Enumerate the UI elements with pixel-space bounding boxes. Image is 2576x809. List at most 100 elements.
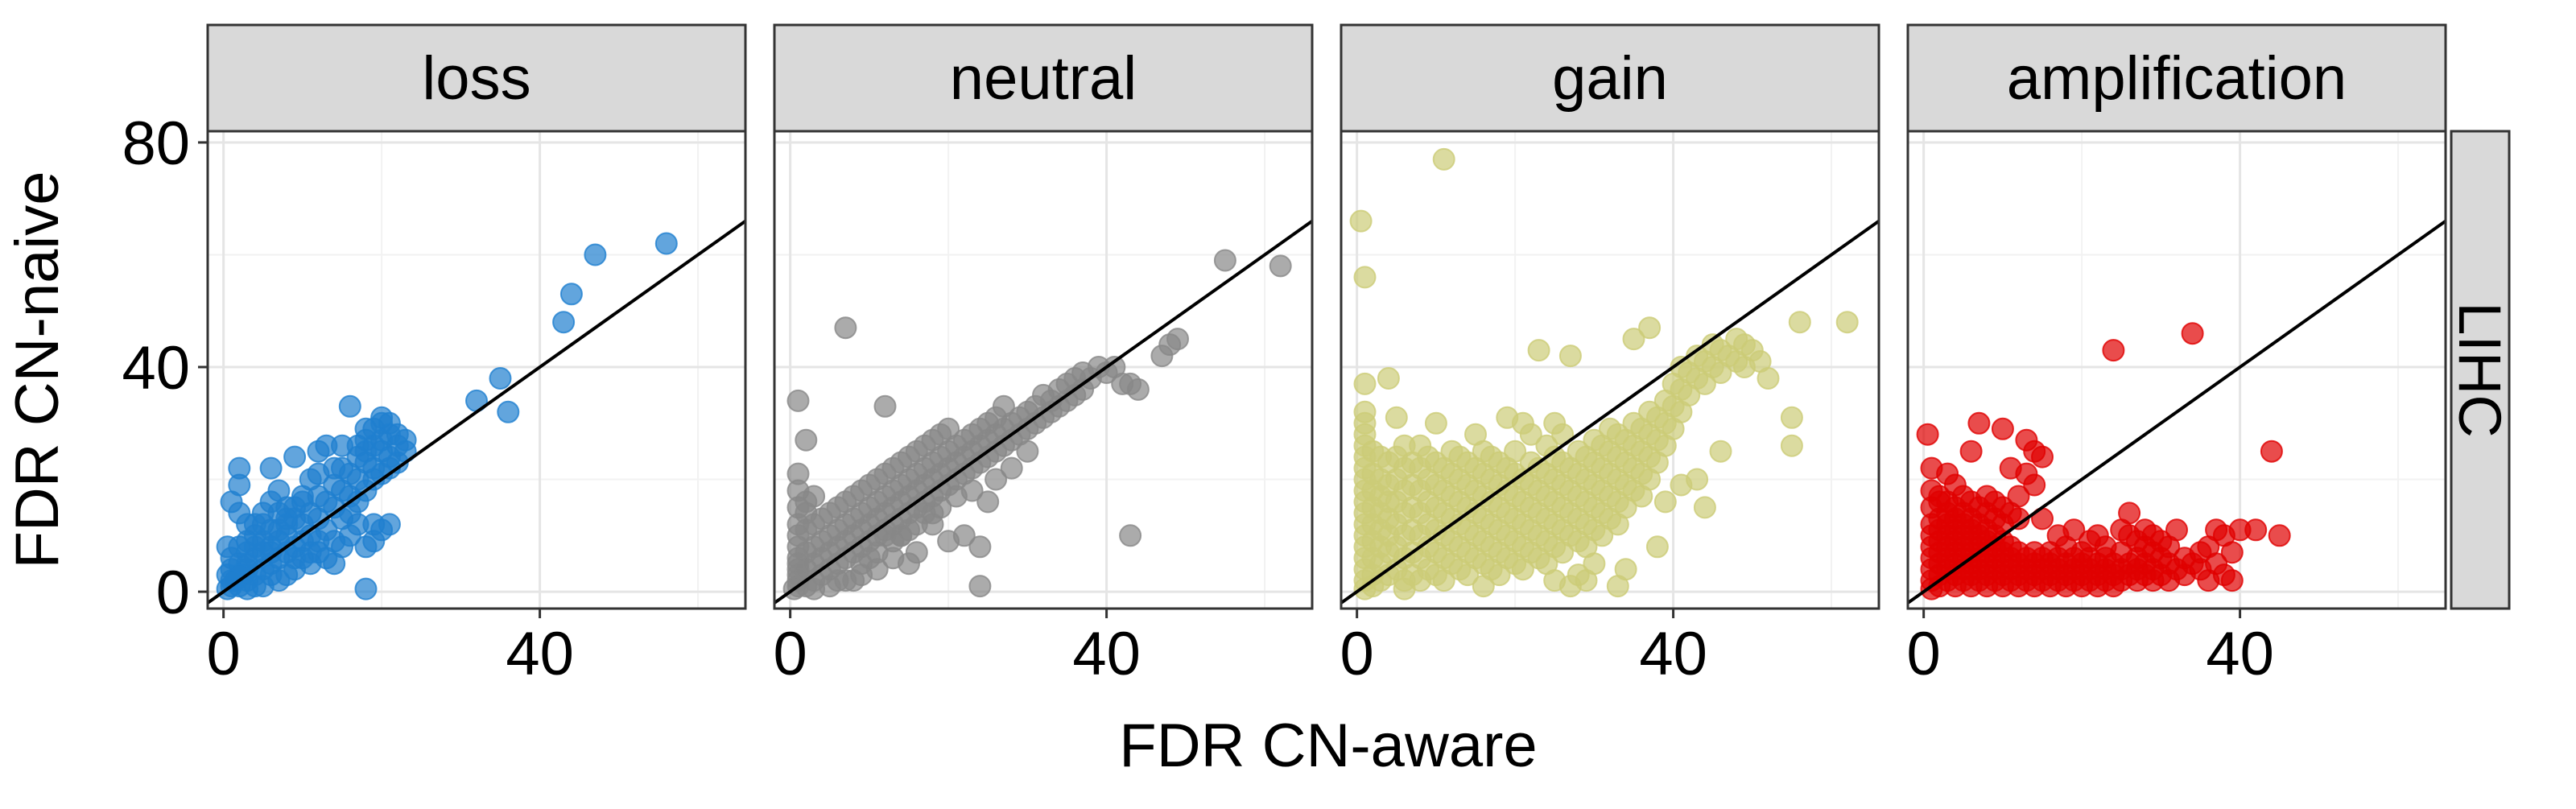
data-point [1835, 311, 1859, 334]
data-point [2181, 322, 2204, 345]
identity-line [1340, 219, 1880, 605]
data-point [1000, 456, 1023, 480]
data-point [216, 535, 239, 559]
data-point [1653, 490, 1677, 514]
facet-strip-label: amplification [2007, 44, 2347, 113]
data-point [1472, 575, 1495, 598]
points-neutral [782, 249, 1292, 601]
panel-amplification: amplification [1906, 23, 2447, 610]
data-point [1504, 440, 1527, 463]
data-point [873, 394, 897, 418]
data-point [1527, 339, 1550, 362]
data-point [323, 456, 346, 480]
data-point [1645, 535, 1669, 559]
x-tick-label: 0 [774, 620, 807, 688]
y-tick-label: 0 [156, 559, 190, 627]
x-axis-title: FDR CN-aware [1119, 712, 1537, 780]
x-tick-label: 40 [1639, 620, 1707, 688]
row-strip-background [2450, 130, 2511, 610]
y-tick-label: 80 [122, 109, 190, 178]
points-amplification [1916, 322, 2291, 601]
identity-line [1906, 219, 2447, 605]
data-point [338, 394, 361, 418]
facet-strip [773, 23, 1314, 133]
data-point [968, 575, 992, 598]
data-point [1269, 254, 1292, 278]
facet-strip-label: neutral [950, 44, 1137, 113]
data-point [1543, 569, 1567, 592]
data-point [2102, 339, 2125, 362]
data-point [968, 535, 992, 559]
data-point [654, 232, 678, 255]
data-point [960, 479, 984, 502]
data-point [1558, 345, 1582, 368]
facet-strip [1340, 23, 1880, 133]
data-point [1916, 423, 1939, 446]
data-point [552, 311, 576, 334]
panel-gain: gain [1340, 23, 1880, 610]
data-point [1967, 411, 1991, 435]
data-point [489, 367, 512, 390]
data-point [1213, 249, 1236, 272]
data-point [1622, 328, 1645, 351]
data-point [259, 456, 283, 480]
data-point [929, 496, 952, 519]
axes-layer: 0 40 0 40 0 40 0 40 0 40 80 [122, 109, 2273, 688]
panel-loss: loss [206, 23, 747, 610]
x-tick-label: 0 [1340, 620, 1374, 688]
data-point [559, 283, 583, 306]
data-point [283, 445, 307, 468]
data-point [275, 513, 299, 536]
row-strip: LIHC [2446, 130, 2513, 610]
data-point [1693, 496, 1716, 519]
data-point [1686, 468, 1709, 491]
data-point [323, 552, 346, 576]
x-tick-label: 0 [1907, 620, 1941, 688]
data-point [1377, 367, 1400, 390]
data-point [1959, 440, 1983, 463]
data-point [834, 316, 857, 340]
data-point [354, 577, 378, 601]
y-tick-label: 40 [122, 334, 190, 402]
data-point [2023, 473, 2046, 497]
data-point [1126, 378, 1150, 401]
data-point [291, 485, 314, 508]
data-point [795, 428, 818, 452]
data-point [1166, 328, 1189, 351]
x-tick-label: 40 [2206, 620, 2274, 688]
x-tick-label: 40 [1072, 620, 1141, 688]
data-point [1780, 406, 1803, 429]
row-strip-label: LIHC [2446, 302, 2513, 438]
data-point [786, 389, 810, 412]
data-point [1991, 417, 2014, 440]
data-point [354, 440, 378, 463]
data-point [584, 243, 607, 266]
data-point [1016, 440, 1039, 463]
panels-layer: loss neutral gain amplification [206, 23, 2447, 610]
data-point [2220, 541, 2244, 564]
data-point [1353, 372, 1377, 395]
data-point [1788, 311, 1811, 334]
data-point [378, 513, 401, 536]
data-point [1606, 575, 1629, 598]
data-point [2220, 569, 2244, 592]
data-point [1780, 434, 1803, 457]
data-point [803, 577, 826, 601]
data-point [2260, 440, 2283, 463]
data-point [976, 490, 1000, 514]
y-axis-title: FDR CN-naive [3, 171, 72, 568]
data-point [1709, 440, 1732, 463]
identity-line [206, 219, 747, 605]
data-point [2118, 501, 2141, 525]
x-tick-label: 40 [506, 620, 574, 688]
data-point [497, 400, 520, 423]
data-point [1353, 400, 1377, 423]
x-tick-label: 0 [207, 620, 241, 688]
facet-strip [206, 23, 747, 133]
data-point [803, 485, 826, 508]
data-point [890, 524, 913, 547]
points-loss [216, 232, 678, 601]
data-point [2007, 485, 2030, 508]
